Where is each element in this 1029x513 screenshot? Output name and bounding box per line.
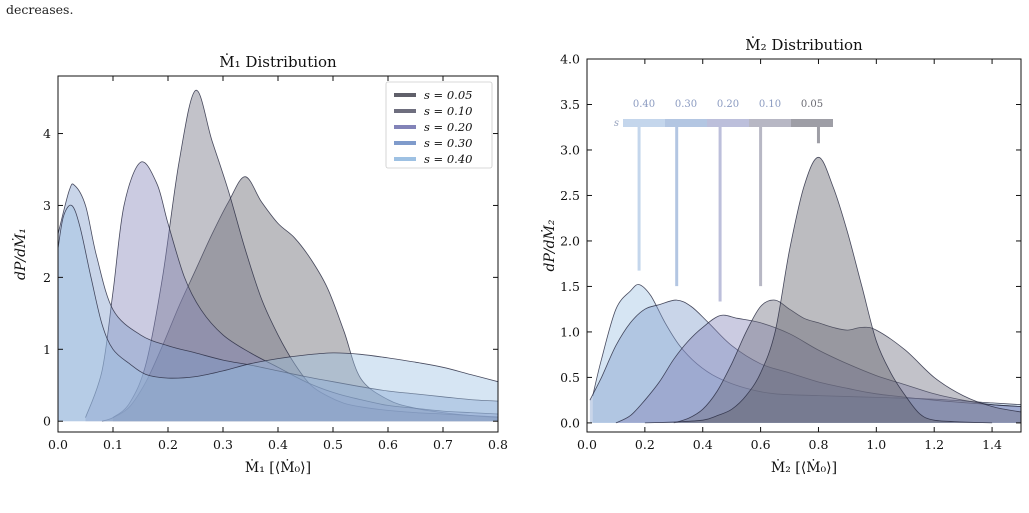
series-area-0.10 <box>673 300 1021 423</box>
y-tick-label: 1.0 <box>560 324 580 339</box>
series-line-0.40 <box>58 204 498 383</box>
series-line-0.40 <box>592 284 1021 406</box>
y-tick-label: 0.0 <box>560 415 580 430</box>
x-tick-label: 0.3 <box>213 437 233 452</box>
chart-title: Ṁ₁ Distribution <box>219 53 337 71</box>
s-scale-value: 0.05 <box>801 99 823 110</box>
chart-m1-distribution: Ṁ₁ Distribution 0.0 0.1 0.2 0.3 0.4 0.5 0.6 0.7 0… <box>11 53 508 476</box>
series-area-0.05 <box>644 157 993 423</box>
legend-entry: s = 0.30 <box>424 136 472 150</box>
x-tick-label: 0.2 <box>158 437 178 452</box>
x-tick-label: 0.1 <box>103 437 123 452</box>
y-tick-label: 4.0 <box>560 52 580 67</box>
y-tick-label: 4 <box>43 126 51 141</box>
series-area-0.40 <box>592 284 1021 423</box>
series-line-0.30 <box>589 299 1021 407</box>
y-tick-label: 1.5 <box>560 279 580 294</box>
s-scale-label: s <box>614 118 619 129</box>
series-area-0.20 <box>615 315 1021 423</box>
legend: s = 0.05 s = 0.10 s = 0.20 s = 0.30 s = 0.40 <box>385 81 493 169</box>
s-scale-value: 0.10 <box>759 99 781 110</box>
series-line-0.10 <box>673 299 1021 424</box>
s-scale-segment <box>791 119 833 127</box>
series-line-0.20 <box>85 161 498 418</box>
s-scale-value: 0.30 <box>675 99 697 110</box>
series-area-0.20 <box>85 161 498 422</box>
x-tick-label: 0.0 <box>48 437 68 452</box>
series-line-0.20 <box>615 314 1021 424</box>
chart-m2-distribution: Ṁ₂ Distribution 0.0 0.2 0.4 0.6 0.8 1.0 1.2 1.4 0… <box>540 36 1022 476</box>
series-area-0.40 <box>58 205 498 422</box>
s-scale-segment <box>623 119 665 127</box>
x-tick-label: 0.2 <box>635 437 655 452</box>
x-tick-label: 0.6 <box>378 437 398 452</box>
y-tick-label: 1 <box>43 342 51 357</box>
x-tick-label: 0.8 <box>809 437 829 452</box>
s-scale-segment <box>707 119 749 127</box>
x-axis-label: Ṁ₁ [⟨Ṁ₀⟩] <box>245 458 311 476</box>
y-tick-label: 2.0 <box>560 233 580 248</box>
s-scale-bar: s 0.40 0.30 0.20 0.10 0.05 <box>614 99 833 302</box>
series-area-0.05 <box>102 176 498 422</box>
series-line-0.30 <box>58 183 498 402</box>
plot-frame <box>586 58 1022 433</box>
x-tick-label: 0.4 <box>268 437 288 452</box>
series-area-0.30 <box>589 300 1021 423</box>
y-tick-label: 3.0 <box>560 142 580 157</box>
legend-entry: s = 0.40 <box>424 152 472 166</box>
series-line-0.05 <box>644 156 993 424</box>
s-scale-value: 0.40 <box>633 99 655 110</box>
y-tick-label: 0.5 <box>560 370 580 385</box>
series-area-0.10 <box>113 90 498 422</box>
x-tick-label: 0.0 <box>577 437 597 452</box>
y-tick-label: 2.5 <box>560 188 580 203</box>
s-scale-segment <box>665 119 707 127</box>
x-tick-label: 0.4 <box>693 437 713 452</box>
s-scale-value: 0.20 <box>717 99 739 110</box>
x-tick-label: 1.2 <box>924 437 944 452</box>
y-axis-label: dP/dṀ₁ <box>11 228 29 280</box>
y-tick-label: 2 <box>43 270 51 285</box>
s-scale-segment <box>749 119 791 127</box>
x-tick-label: 0.8 <box>488 437 508 452</box>
x-tick-label: 0.6 <box>751 437 771 452</box>
series-area-0.30 <box>58 183 498 422</box>
y-tick-label: 0 <box>43 414 51 429</box>
caption-top: decreases. <box>6 2 74 17</box>
x-tick-label: 1.0 <box>866 437 886 452</box>
y-tick-label: 3.5 <box>560 97 580 112</box>
chart-title: Ṁ₂ Distribution <box>745 36 863 54</box>
series-line-0.10 <box>112 89 498 418</box>
x-tick-label: 1.4 <box>982 437 1002 452</box>
y-tick-label: 3 <box>43 198 51 213</box>
legend-entry: s = 0.10 <box>424 104 472 118</box>
legend-entry: s = 0.20 <box>424 120 472 134</box>
legend-entry: s = 0.05 <box>424 88 472 102</box>
x-tick-label: 0.5 <box>323 437 343 452</box>
y-axis-label: dP/dṀ₂ <box>540 219 558 271</box>
series-line-0.05 <box>101 176 498 422</box>
x-axis-label: Ṁ₂ [⟨Ṁ₀⟩] <box>771 458 837 476</box>
x-tick-label: 0.7 <box>433 437 453 452</box>
